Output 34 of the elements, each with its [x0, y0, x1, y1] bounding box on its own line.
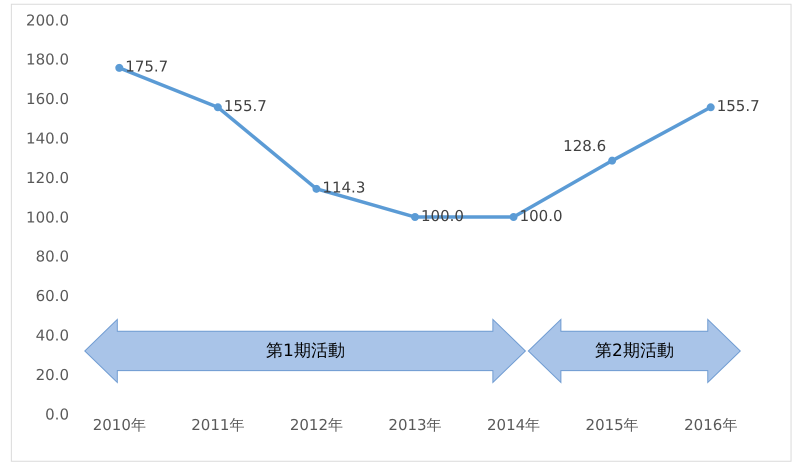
y-tick-label: 120.0	[26, 168, 69, 187]
y-tick-label: 200.0	[26, 11, 69, 30]
point	[706, 103, 715, 112]
text: 128.6	[563, 136, 606, 155]
text: 100.0	[421, 206, 464, 225]
x-tick-label: 2016年	[684, 416, 738, 434]
text: 155.7	[716, 97, 760, 116]
x-tick-label: 2014年	[486, 416, 540, 434]
y-tick-label: 40.0	[36, 326, 69, 344]
point	[510, 213, 518, 221]
x-tick-label: 2013年	[388, 416, 442, 434]
x-tick-label: 2010年	[92, 416, 146, 434]
point	[411, 213, 419, 221]
text: 155.7	[224, 97, 267, 116]
text: 100.0	[520, 206, 563, 225]
text: 114.3	[322, 178, 366, 197]
y-tick-label: 140.0	[26, 129, 69, 148]
text: 175.7	[125, 58, 168, 76]
y-tick-label: 180.0	[26, 50, 69, 69]
point	[312, 184, 320, 193]
y-tick-label: 160.0	[26, 90, 69, 108]
annotation: 第1期活動	[266, 341, 345, 361]
y-tick-label: 0.0	[45, 405, 69, 424]
annotation: 第2期活動	[595, 341, 674, 361]
y-tick-label: 100.0	[26, 208, 69, 226]
y-tick-label: 20.0	[36, 366, 69, 384]
y-tick-label: 80.0	[36, 248, 69, 266]
point	[608, 156, 616, 165]
x-tick-label: 2012年	[290, 416, 344, 434]
x-tick-label: 2015年	[586, 416, 639, 434]
x-tick-label: 2011年	[191, 416, 244, 434]
point	[214, 103, 222, 112]
y-tick-label: 60.0	[36, 287, 69, 306]
point	[115, 64, 124, 72]
